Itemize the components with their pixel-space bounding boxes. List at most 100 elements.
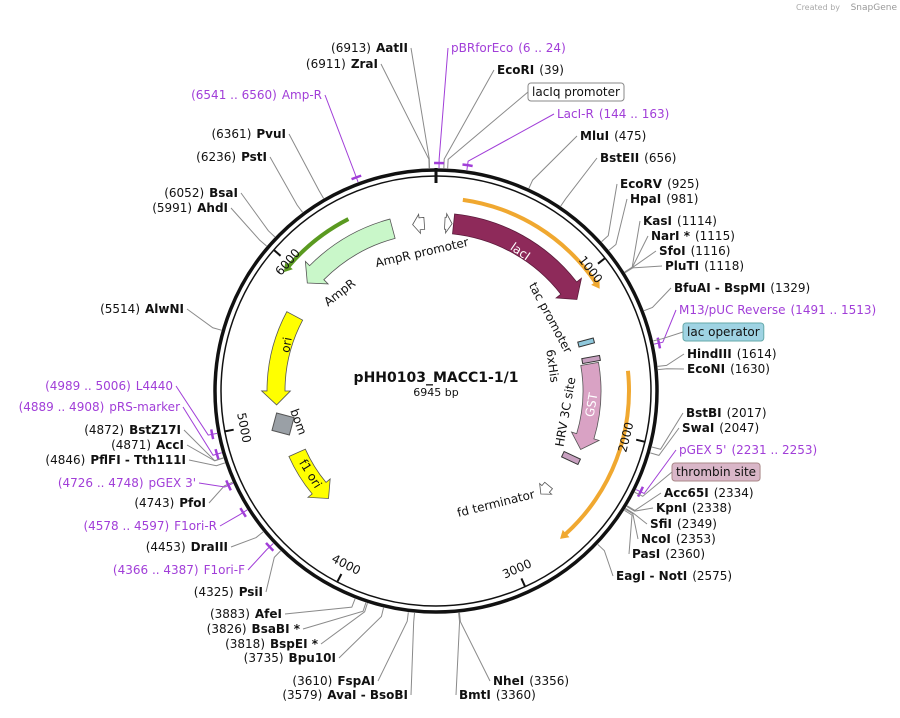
site-position: (1118) [704, 259, 744, 273]
leader-line [410, 47, 431, 169]
site-position: (1491 .. 1513) [791, 303, 877, 317]
site-position: LacI-R [557, 107, 594, 121]
plasmid-name: pHH0103_MACC1-1/1 [354, 370, 519, 386]
site-position: (4578 .. 4597) [83, 519, 169, 533]
leader-line [560, 157, 598, 207]
site-position: (4366 .. 4387) [113, 563, 199, 577]
leader-line [438, 47, 449, 169]
leader-line [186, 308, 222, 331]
site-name: BstZ17I [129, 423, 181, 437]
site-name: AhdI [197, 201, 228, 215]
ring-tick-label: 2000 [615, 421, 636, 454]
site-name: AvaI - BsoBI [327, 688, 408, 702]
site-label: PasI (2360) [632, 547, 705, 561]
leader-line [219, 509, 248, 527]
site-position: (3826) [207, 622, 247, 636]
site-position: (1630) [730, 362, 770, 376]
leader-line [624, 509, 633, 555]
site-label: (6361) PvuI [211, 127, 286, 141]
site-name: PvuI [256, 127, 286, 141]
leader-line [650, 427, 680, 456]
site-position: (3735) [244, 651, 284, 665]
site-name: MluI [580, 129, 609, 143]
feature-arrow [444, 212, 453, 235]
site-position: (6361) [211, 127, 251, 141]
plasmid-size: 6945 bp [413, 386, 458, 399]
features [260, 197, 631, 539]
site-position: (925) [667, 177, 699, 191]
ring-tick [597, 257, 606, 265]
site-label: EcoRV (925) [620, 177, 699, 191]
leader-line [377, 612, 409, 682]
site-position: (5991) [152, 201, 192, 215]
feature-box [581, 354, 601, 365]
site-name: PluTI [665, 259, 699, 273]
site-position: (2047) [719, 421, 759, 435]
boxed-feature-label: lac operator [687, 325, 760, 339]
leader-line [624, 265, 663, 274]
site-position: (4872) [84, 423, 124, 437]
site-position: (4453) [146, 540, 186, 554]
site-position: (2338) [692, 501, 732, 515]
site-name: Acc65I [664, 486, 709, 500]
site-label: BmtI (3360) [459, 688, 536, 702]
leader-line [182, 406, 222, 456]
site-position: (2360) [665, 547, 705, 561]
leader-line [528, 135, 578, 189]
site-name: AccI [156, 438, 184, 452]
site-position: L4440 [136, 379, 173, 393]
feature-arrow [412, 212, 426, 235]
site-position: (1329) [770, 281, 810, 295]
site-name: PsiI [239, 585, 263, 599]
site-label: Acc65I (2334) [664, 486, 754, 500]
site-label: (3818) BspEI * [225, 637, 319, 651]
site-name: NcoI [641, 532, 671, 546]
site-name: NarI * [651, 229, 691, 243]
site-position: (1115) [695, 229, 735, 243]
site-position: (6913) [331, 41, 371, 55]
site-label: SfiI (2349) [650, 517, 717, 531]
site-label: EcoRI (39) [497, 63, 564, 77]
site-position: (475) [614, 129, 646, 143]
site-label: (4578 .. 4597) F1ori-R [83, 519, 217, 533]
site-label: LacI-R (144 .. 163) [557, 107, 669, 121]
site-name: ZraI [351, 57, 378, 71]
site-name: PflFI - Tth111I [90, 453, 186, 467]
site-label: (4453) DraIII [146, 540, 228, 554]
site-name: BspEI * [270, 637, 319, 651]
site-position: (144 .. 163) [599, 107, 669, 121]
site-label: MluI (475) [580, 129, 646, 143]
site-position: (1114) [677, 214, 717, 228]
feature-arrow [570, 361, 602, 450]
site-label: PluTI (1118) [665, 259, 744, 273]
site-label: SwaI (2047) [682, 421, 759, 435]
site-label: (6913) AatII [331, 41, 408, 55]
site-name: PstI [241, 150, 267, 164]
site-label: NarI * (1115) [651, 229, 735, 243]
site-label: NheI (3356) [493, 674, 569, 688]
site-label: (4871) AccI [111, 438, 184, 452]
site-name: Bpu10I [289, 651, 336, 665]
site-position: (6052) [164, 186, 204, 200]
ring-tick-label: 4000 [329, 551, 363, 577]
site-label: (6052) BsaI [164, 186, 238, 200]
ring-tick-label: 6000 [272, 246, 303, 278]
site-name: BfuAI - BspMI [674, 281, 765, 295]
ring-tick [635, 438, 646, 443]
site-position: (4889 .. 4908) [19, 400, 105, 414]
site-label: SfoI (1116) [659, 244, 730, 258]
site-name: NheI [493, 674, 524, 688]
leader-line [643, 287, 672, 312]
leader-line [657, 368, 685, 371]
ring-tick [336, 573, 343, 583]
leader-line [635, 449, 677, 495]
feature-label: ori [278, 336, 294, 354]
leader-line [198, 482, 234, 488]
site-name: EcoRV [620, 177, 663, 191]
site-position: (3356) [529, 674, 569, 688]
leader-line [653, 309, 677, 345]
site-position: M13/pUC Reverse [679, 303, 786, 317]
leader-line [657, 353, 685, 367]
site-name: PfoI [179, 496, 206, 510]
